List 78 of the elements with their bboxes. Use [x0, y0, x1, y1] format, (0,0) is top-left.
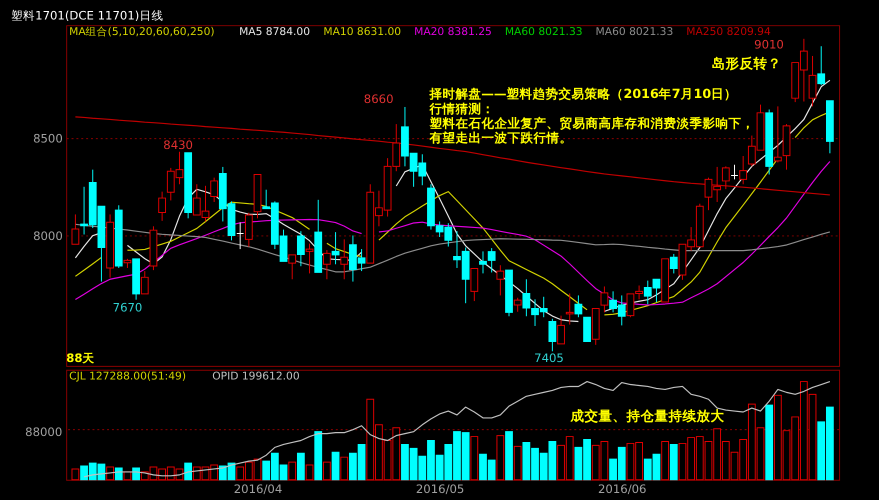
candlestick	[548, 318, 556, 352]
candlestick	[722, 166, 730, 190]
bar	[670, 444, 678, 480]
text: OPID 199612.00	[212, 370, 300, 383]
bar	[470, 436, 478, 480]
candlestick	[470, 268, 478, 302]
candlestick	[574, 294, 582, 318]
annotation: 7670	[112, 300, 142, 314]
text: MA10 8631.00	[323, 24, 402, 38]
annotation: 岛形反转？	[712, 55, 782, 72]
bar	[496, 435, 504, 480]
bar	[106, 466, 114, 480]
candlestick	[340, 238, 348, 280]
bar	[132, 468, 140, 480]
candlestick	[514, 297, 522, 312]
text: MA5 8784.00	[239, 24, 310, 38]
text: MA250 8209.94	[686, 24, 771, 38]
annotation: 7405	[534, 350, 564, 365]
y-tick-label: 8500	[33, 131, 63, 146]
y-tick-label: 8000	[33, 228, 63, 243]
annotation: 塑料在石化企业复产、贸易商高库存和消费淡季影响下，	[428, 115, 754, 130]
candlestick	[488, 248, 496, 273]
annotation: 成交量、持仓量持续放大	[569, 407, 726, 424]
chart-title: 塑料1701(DCE 11701)日线	[11, 8, 164, 22]
bar	[340, 456, 348, 480]
bar	[288, 462, 296, 480]
candlestick	[296, 230, 305, 267]
annotation: 88天	[66, 350, 94, 365]
annotation: 9010	[754, 38, 784, 52]
candlestick	[774, 106, 782, 163]
bar	[765, 404, 774, 480]
candlestick	[322, 250, 331, 280]
bar	[661, 440, 670, 480]
text: MA20 8381.25	[414, 24, 492, 38]
candlestick	[236, 222, 244, 250]
annotation: 8430	[163, 138, 193, 152]
x-tick-label: 2016/05	[416, 482, 464, 496]
candlestick	[557, 315, 565, 344]
bar	[114, 468, 123, 480]
text: MA60 8021.33	[596, 24, 674, 38]
candlestick	[158, 191, 166, 222]
x-tick-label: 2016/06	[598, 482, 646, 496]
annotation: CJL 127288.00(51:49)	[69, 370, 186, 383]
candlestick	[288, 254, 296, 280]
candlestick	[332, 232, 340, 265]
candlestick	[124, 258, 132, 268]
bar	[514, 446, 522, 480]
candlestick	[566, 292, 574, 326]
candlestick	[72, 214, 80, 245]
annotation: 择时解盘——塑料趋势交易策略（2016年7月10日）	[428, 86, 738, 102]
annotation: 8660	[364, 92, 394, 106]
candlestick	[140, 270, 149, 294]
bar	[314, 431, 322, 480]
candlestick	[817, 46, 826, 86]
bar	[306, 464, 314, 480]
legend-title: MA组合(5,10,20,60,60,250)	[69, 24, 215, 38]
candlestick	[210, 177, 218, 202]
bar	[505, 431, 513, 480]
candlestick	[808, 55, 816, 107]
bar	[322, 462, 331, 480]
legend-label: MA60 8021.33	[504, 24, 583, 38]
line-series	[74, 224, 830, 272]
candlestick	[670, 253, 678, 274]
candlestick	[496, 264, 504, 296]
candlestick	[739, 156, 748, 185]
candlestick	[479, 250, 487, 274]
bar	[124, 471, 132, 480]
candlestick	[730, 164, 738, 180]
text: 88000	[25, 424, 62, 439]
annotation: 有望走出一波下跌行情。	[428, 130, 572, 146]
bar	[332, 452, 340, 480]
candlestick	[306, 243, 314, 274]
annotation: 行情猜测：	[428, 100, 494, 116]
x-tick-label: 2016/04	[234, 482, 282, 496]
bar	[296, 452, 305, 480]
bar	[72, 468, 80, 480]
candlestick	[600, 286, 608, 313]
bar	[184, 462, 192, 480]
